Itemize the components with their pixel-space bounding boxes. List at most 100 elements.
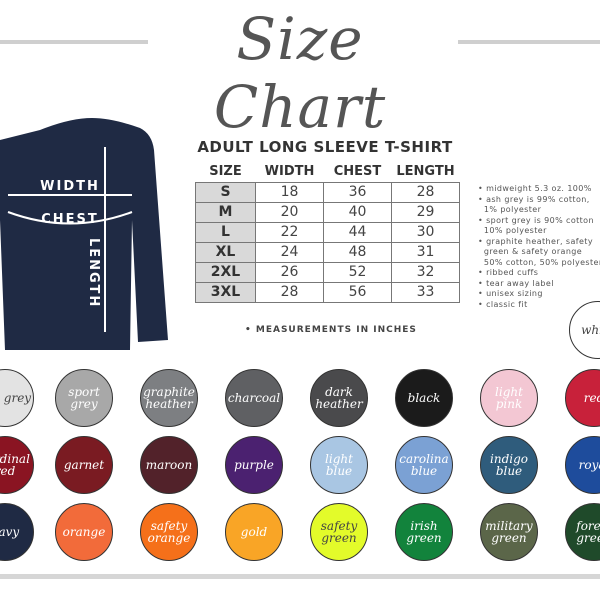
color-swatch-irish-green[interactable]: irish green xyxy=(395,503,453,561)
size-cell: M xyxy=(195,201,256,223)
color-swatch-safety-orange[interactable]: safety orange xyxy=(140,503,198,561)
feature-item: green & safety orange xyxy=(478,247,600,257)
color-swatch-label: orange xyxy=(62,525,106,539)
measurement-cell: 48 xyxy=(323,241,392,263)
color-swatch-label: carolina blue xyxy=(399,452,449,478)
shirt-body xyxy=(0,118,168,350)
measurement-cell: 44 xyxy=(323,221,392,243)
color-swatch-label: garnet xyxy=(63,458,105,472)
color-swatch-label: black xyxy=(407,391,441,405)
table-row: XL 24 48 31 xyxy=(195,241,460,263)
measurement-cell: 22 xyxy=(255,221,324,243)
color-swatch-forest-green[interactable]: forest green xyxy=(565,503,600,561)
feature-item: • sport grey is 90% cotton xyxy=(478,215,594,225)
size-cell: L xyxy=(195,221,256,243)
color-swatch-maroon[interactable]: maroon xyxy=(140,436,198,494)
color-swatch-gold[interactable]: gold xyxy=(225,503,283,561)
feature-text: ash grey is 99% cotton, xyxy=(486,194,590,204)
color-swatch-light-pink[interactable]: light pink xyxy=(480,369,538,427)
color-swatch-garnet[interactable]: garnet xyxy=(55,436,113,494)
color-swatch-label: red xyxy=(583,391,600,405)
feature-text: graphite heather, safety xyxy=(486,236,593,246)
feature-item: 10% polyester xyxy=(478,226,600,236)
measurement-cell: 31 xyxy=(391,241,460,263)
color-swatch-label: safety green xyxy=(320,519,358,545)
feature-text: unisex sizing xyxy=(486,289,543,298)
table-row: 2XL 26 52 32 xyxy=(195,261,460,283)
feature-item: • classic fit xyxy=(478,299,528,309)
feature-text: 50% cotton, 50% polyester xyxy=(483,257,600,267)
width-label: WIDTH xyxy=(40,179,100,194)
feature-list: • midweight 5.3 oz. 100% • ash grey is 99… xyxy=(478,184,600,310)
color-swatch-charcoal[interactable]: charcoal xyxy=(225,369,283,427)
color-swatch-label: forest green xyxy=(576,519,600,545)
color-swatch-label: maroon xyxy=(145,458,193,472)
feature-text: classic fit xyxy=(486,299,528,309)
color-swatch-label: purple xyxy=(234,458,274,472)
color-swatch-purple[interactable]: purple xyxy=(225,436,283,494)
measurement-cell: 20 xyxy=(255,201,324,223)
color-swatch-dark-heather[interactable]: dark heather xyxy=(310,369,368,427)
feature-text: midweight 5.3 oz. 100% xyxy=(486,184,592,193)
color-swatch-carolina-blue[interactable]: carolina blue xyxy=(395,436,453,494)
color-swatch-military-green[interactable]: military green xyxy=(480,503,538,561)
size-cell: S xyxy=(195,181,256,203)
color-swatch-label: light pink xyxy=(495,385,523,411)
feature-item: • tear away label xyxy=(478,278,554,288)
measurement-cell: 52 xyxy=(323,261,392,283)
measurement-cell: 29 xyxy=(391,201,460,223)
size-cell: XL xyxy=(195,241,256,263)
table-header-row: SIZE WIDTH CHEST LENGTH xyxy=(196,162,460,182)
measurement-cell: 30 xyxy=(391,221,460,243)
color-swatch-cardinal-red[interactable]: cardinal red xyxy=(0,436,34,494)
color-swatch-label: light blue xyxy=(325,452,353,478)
color-swatch-label: navy xyxy=(0,525,20,539)
color-swatch-orange[interactable]: orange xyxy=(55,503,113,561)
table-row: 3XL 28 56 33 xyxy=(195,281,460,303)
color-swatch-label: indigo blue xyxy=(490,452,528,478)
measurement-cell: 40 xyxy=(323,201,392,223)
color-swatch-graphite-heather[interactable]: graphite heather xyxy=(140,369,198,427)
color-swatch-label: gold xyxy=(240,525,268,539)
measurement-cell: 56 xyxy=(323,281,392,303)
feature-text: 1% polyester xyxy=(483,205,542,214)
feature-item: 50% cotton, 50% polyester xyxy=(478,258,600,268)
color-swatch-ash-grey[interactable]: ash grey xyxy=(0,369,34,427)
color-swatch-label: military green xyxy=(485,519,533,545)
color-swatch-sport-grey[interactable]: sport grey xyxy=(55,369,113,427)
color-swatch-label: sport grey xyxy=(68,385,100,411)
color-swatch-label: cardinal red xyxy=(0,452,30,478)
feature-item: • midweight 5.3 oz. 100% xyxy=(478,184,592,193)
feature-item: • ash grey is 99% cotton, xyxy=(478,194,590,204)
feature-text: sport grey is 90% cotton xyxy=(486,215,594,225)
size-table: SIZE WIDTH CHEST LENGTH S 18 36 28 M 20 40 29 L 22 44… xyxy=(195,162,460,303)
color-swatch-navy[interactable]: navy xyxy=(0,503,34,561)
color-swatch-red[interactable]: red xyxy=(565,369,600,427)
measurement-cell: 33 xyxy=(391,281,460,303)
length-label: LENGTH xyxy=(86,238,101,308)
column-header: SIZE xyxy=(209,164,242,180)
column-header: CHEST xyxy=(333,164,382,180)
size-cell: 3XL xyxy=(195,281,256,303)
measurement-cell: 28 xyxy=(255,281,324,303)
bottom-rule xyxy=(0,574,600,579)
color-swatch-safety-green[interactable]: safety green xyxy=(310,503,368,561)
measurement-cell: 32 xyxy=(391,261,460,283)
table-row: L 22 44 30 xyxy=(195,221,460,243)
feature-item: • ribbed cuffs xyxy=(478,268,539,277)
color-swatch-royal[interactable]: royal xyxy=(565,436,600,494)
title-rule-left xyxy=(0,40,148,44)
color-swatch-label: white xyxy=(581,323,600,337)
feature-text: ribbed cuffs xyxy=(486,268,539,277)
table-row: S 18 36 28 xyxy=(195,181,460,203)
color-swatch-label: graphite heather xyxy=(143,385,195,411)
column-header: LENGTH xyxy=(396,164,455,180)
color-swatch-indigo-blue[interactable]: indigo blue xyxy=(480,436,538,494)
measurement-cell: 24 xyxy=(255,241,324,263)
color-swatch-black[interactable]: black xyxy=(395,369,453,427)
color-swatch-light-blue[interactable]: light blue xyxy=(310,436,368,494)
table-title: ADULT LONG SLEEVE T-SHIRT xyxy=(197,138,453,156)
measurement-cell: 36 xyxy=(323,181,392,203)
feature-text: green & safety orange xyxy=(483,247,583,256)
shirt-image: WIDTH CHEST LENGTH xyxy=(0,118,168,350)
